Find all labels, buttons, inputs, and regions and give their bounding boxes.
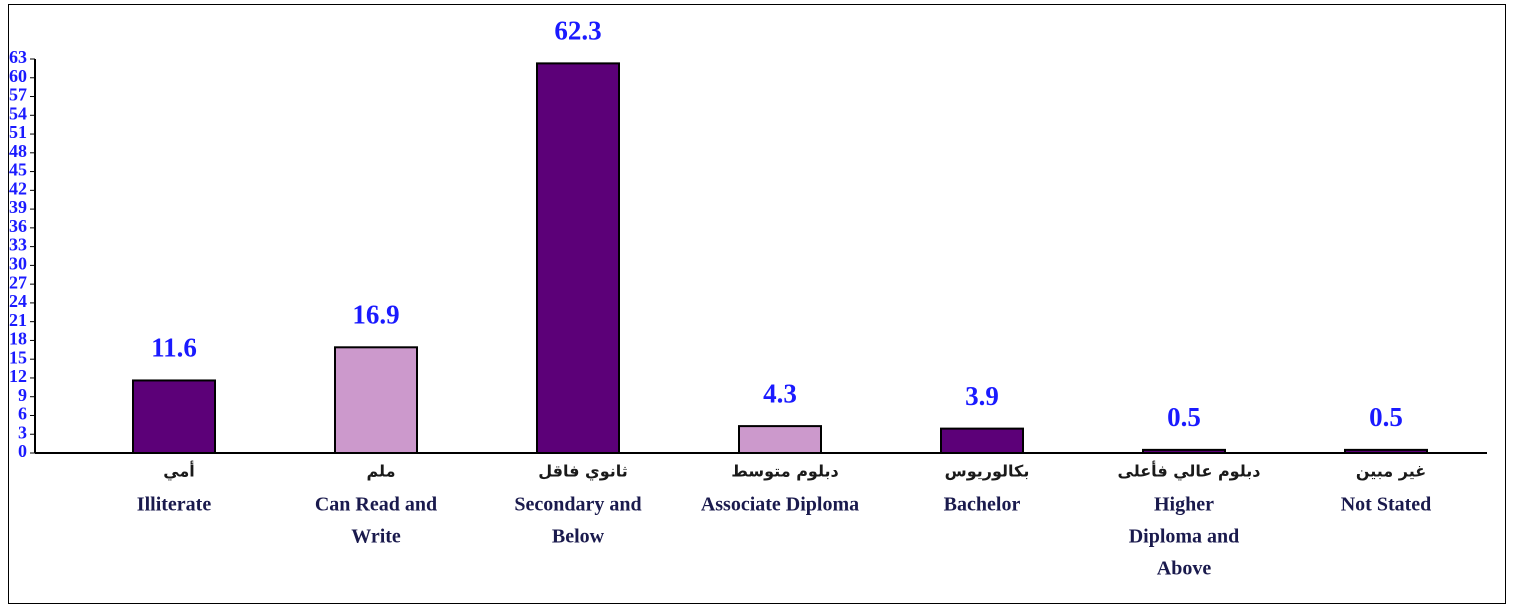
value-label: 11.6 [151,333,197,363]
bar [334,346,418,454]
frame [8,4,1506,604]
y-tick-label: 36 [9,216,27,236]
x-tick-label: Below [552,526,605,548]
value-label: 0.5 [1369,402,1403,432]
y-tick-label: 45 [9,160,27,180]
x-tick-label: Secondary and [514,494,641,516]
y-tick-label: 27 [9,272,27,292]
x-tick-label: دبلوم عالي فأعلى [1118,461,1261,482]
x-tick-label: Write [351,526,401,548]
x-tick-label: غير مبين [1356,462,1426,481]
y-tick-label: 9 [18,385,27,405]
y-tick-label: 57 [9,85,27,105]
y-tick-label: 60 [9,66,27,86]
x-tick-label: Illiterate [137,494,212,516]
y-tick-label: 18 [9,329,27,349]
x-tick-label: Can Read and [315,494,437,516]
y-tick-label: 48 [9,141,27,161]
x-tick-label: Diploma and [1129,526,1240,548]
y-tick-label: 54 [9,103,27,123]
x-tick-label: أمي [163,461,195,482]
y-tick-label: 15 [9,347,27,367]
x-tick-label: Higher [1154,494,1214,516]
value-label: 3.9 [965,381,999,411]
x-tick-label: Above [1157,558,1212,580]
y-tick-label: 0 [18,441,27,461]
bar [536,62,620,454]
value-label: 0.5 [1167,402,1201,432]
value-label: 62.3 [554,16,601,46]
y-tick-label: 21 [9,310,27,330]
y-tick-label: 51 [9,122,27,142]
x-tick-label: Associate Diploma [701,494,859,516]
y-tick-label: 39 [9,197,27,217]
y-tick-label: 63 [9,47,27,67]
y-tick-label: 33 [9,235,27,255]
bar [940,427,1024,455]
bar [1344,448,1428,455]
value-label: 4.3 [763,378,797,408]
x-tick-label: Bachelor [944,494,1021,516]
y-tick-label: 6 [18,404,27,424]
y-tick-label: 42 [9,178,27,198]
y-tick-label: 30 [9,254,27,274]
bar [1142,448,1226,455]
y-tick-label: 24 [9,291,27,311]
x-tick-label: ثانوي فاقل [538,462,628,482]
y-tick-label: 12 [9,366,27,386]
x-tick-label: بكالوريوس [945,462,1030,481]
x-tick-label: دبلوم متوسط [731,462,838,481]
x-tick-label: ملم [367,462,396,481]
bar [738,425,822,455]
x-tick-label: Not Stated [1341,494,1432,516]
value-label: 16.9 [352,300,399,330]
y-tick-label: 3 [18,422,27,442]
bar [132,379,216,455]
